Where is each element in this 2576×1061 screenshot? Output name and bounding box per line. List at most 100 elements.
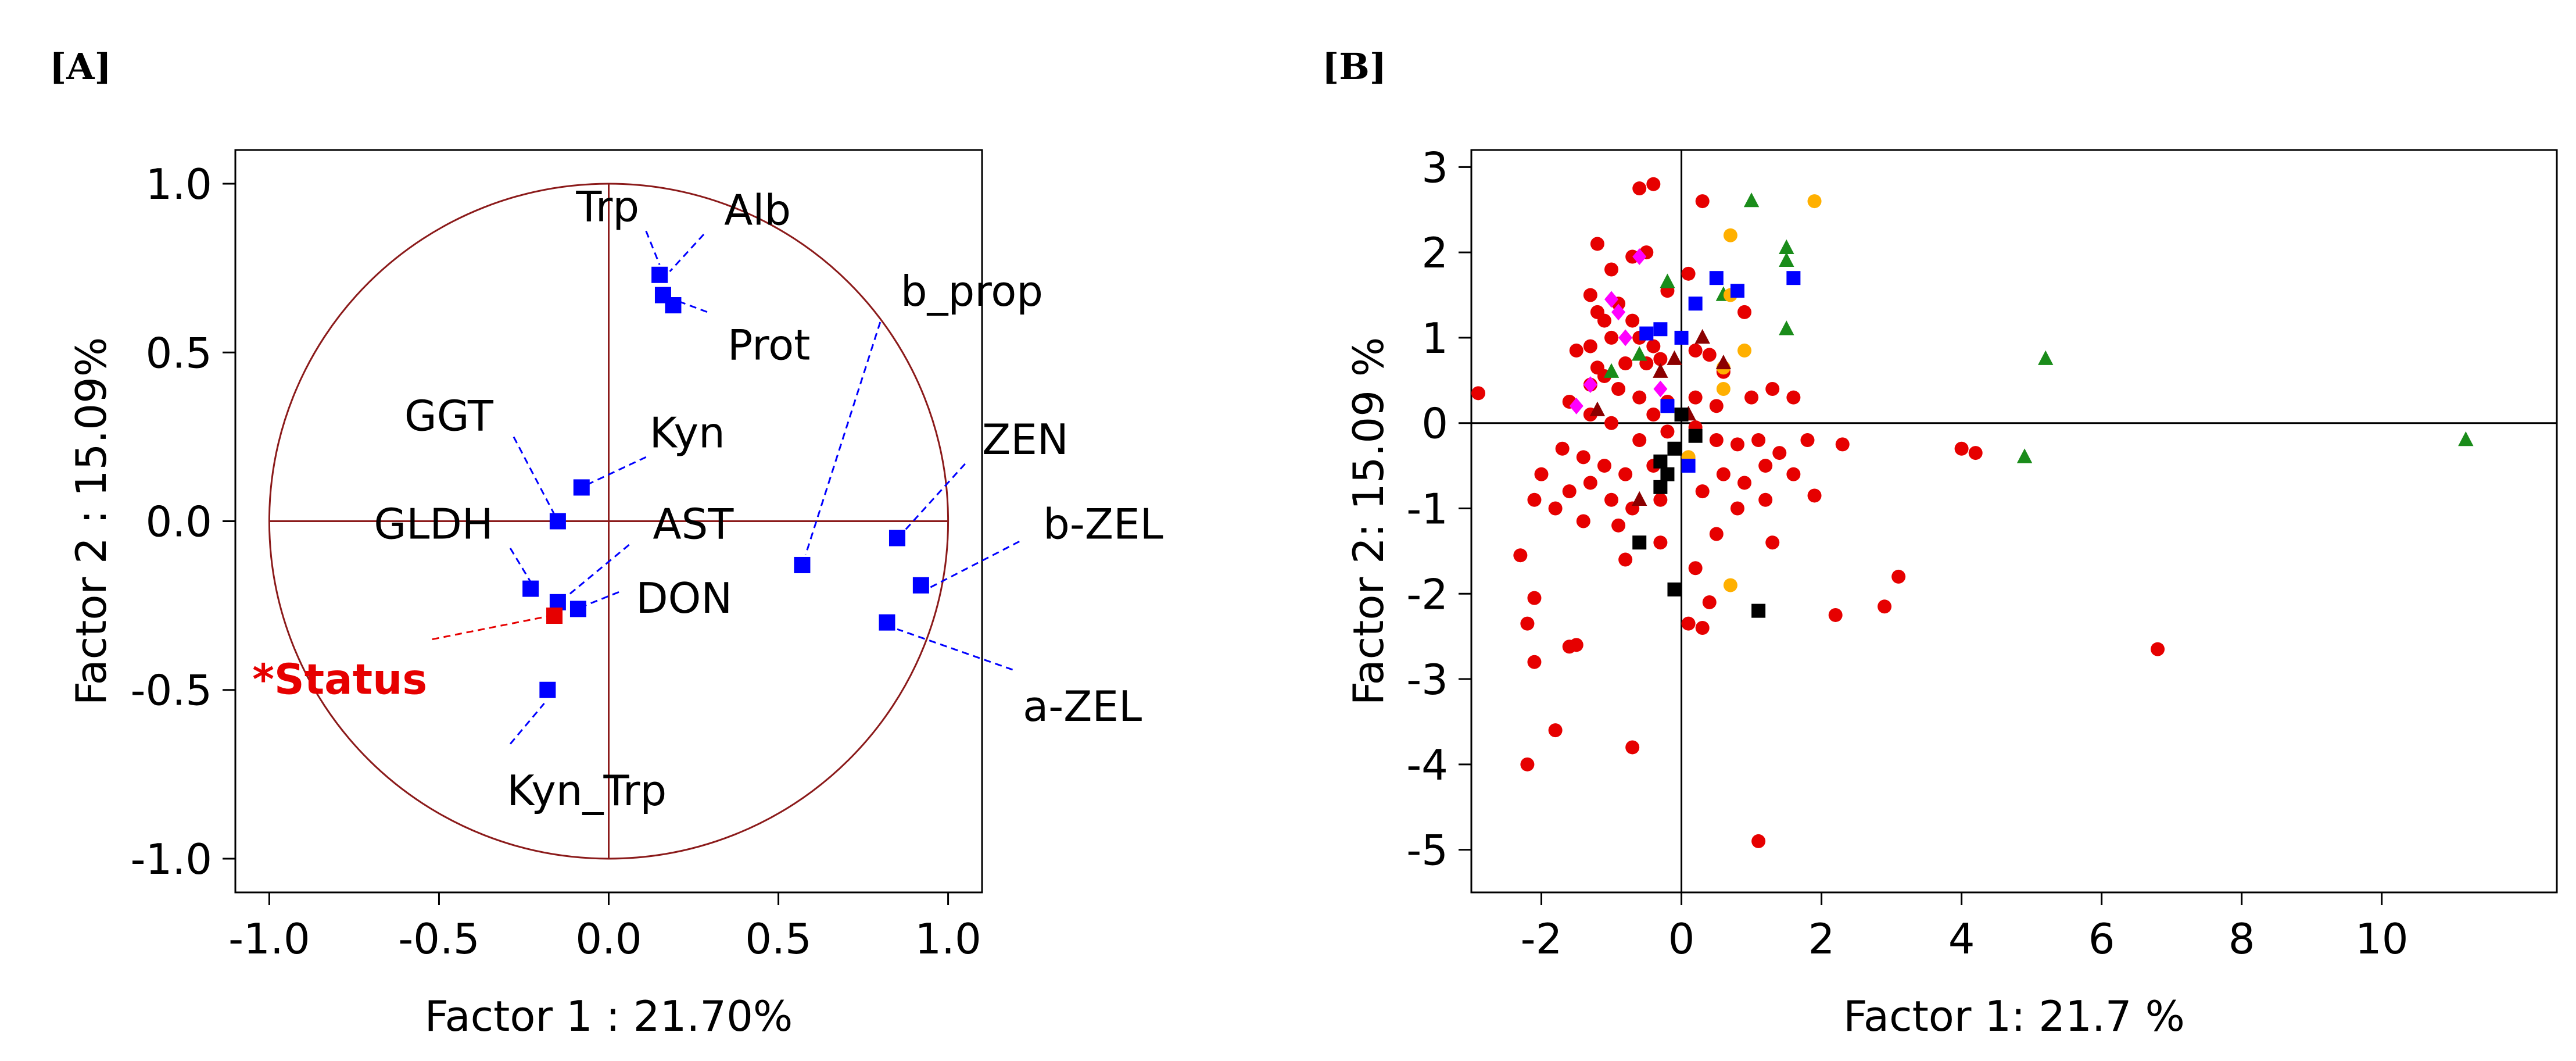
score-point	[1618, 467, 1633, 481]
x-tick-label: -2	[1521, 914, 1563, 963]
loading-label-kyn-trp: Kyn_Trp	[507, 766, 667, 815]
score-point	[1520, 757, 1535, 771]
loading-marker-zen	[888, 530, 905, 546]
score-point	[1702, 595, 1717, 609]
score-point	[1758, 492, 1773, 507]
score-point	[1786, 467, 1801, 481]
loading-marker-b-zel	[912, 577, 929, 594]
score-point	[2458, 431, 2474, 446]
loading-label-b-zel: b-ZEL	[1043, 499, 1163, 548]
y-tick-label: 0	[1421, 399, 1448, 448]
leader-line	[432, 615, 551, 641]
score-point	[1667, 350, 1682, 365]
score-point	[1758, 459, 1773, 473]
score-point	[1646, 177, 1661, 191]
leader-line	[679, 301, 708, 313]
score-point	[1632, 248, 1647, 265]
loading-marker-b-prop	[794, 556, 811, 573]
leader-line	[804, 321, 882, 556]
score-point	[1681, 459, 1696, 473]
loading-label-ast: AST	[653, 499, 734, 548]
score-point	[1513, 548, 1528, 563]
score-point	[1786, 390, 1801, 405]
loading-marker-a-zel	[879, 614, 895, 631]
leader-line	[587, 456, 647, 485]
y-tick-label: 2	[1421, 228, 1448, 277]
loading-marker-prot	[665, 297, 682, 314]
score-point	[1688, 390, 1703, 405]
score-point	[1527, 492, 1542, 507]
score-point	[1646, 339, 1661, 353]
panel-b-plot-frame	[1470, 149, 2558, 894]
score-point	[1597, 459, 1611, 473]
score-point	[1681, 616, 1696, 631]
score-point	[1716, 467, 1731, 481]
x-axis-label: Factor 1 : 21.70%	[425, 992, 793, 1041]
score-point	[1639, 326, 1654, 341]
score-point	[1737, 343, 1752, 358]
score-point	[1695, 484, 1710, 499]
leader-line	[509, 548, 532, 583]
score-point	[1681, 266, 1696, 281]
score-point	[1534, 467, 1549, 481]
score-point	[1576, 450, 1590, 465]
score-point	[1835, 437, 1850, 452]
score-point	[1660, 424, 1675, 439]
leader-line	[927, 540, 1020, 590]
score-point	[1694, 328, 1710, 344]
loading-label-prot: Prot	[728, 321, 810, 370]
score-point	[1709, 399, 1724, 413]
score-point	[1646, 408, 1661, 422]
score-point	[1743, 192, 1760, 208]
score-point	[1527, 655, 1542, 669]
score-point	[1527, 591, 1542, 605]
score-point	[1779, 252, 1794, 267]
y-tick-label: -4	[1406, 741, 1448, 790]
score-point	[1653, 492, 1668, 507]
score-point	[1688, 428, 1703, 443]
score-point	[1737, 305, 1752, 319]
y-tick-label: -1.0	[131, 835, 212, 884]
score-point	[1625, 740, 1640, 755]
score-point	[1604, 330, 1619, 345]
score-point	[1548, 501, 1563, 516]
score-point	[1653, 352, 1668, 366]
score-point	[1569, 397, 1583, 415]
x-tick-label: 8	[2229, 914, 2255, 963]
score-point	[1548, 723, 1563, 738]
score-point	[1674, 408, 1689, 422]
panel-b-label: [B]	[1322, 45, 1386, 88]
y-tick-label: -3	[1406, 655, 1448, 704]
score-point	[1611, 381, 1626, 396]
leader-line	[509, 702, 545, 745]
score-point	[1702, 348, 1717, 362]
loading-marker-gldh	[522, 580, 539, 597]
score-point	[1954, 441, 1969, 456]
leader-line	[903, 463, 966, 532]
score-point	[1618, 552, 1633, 567]
score-point	[1779, 239, 1794, 254]
score-point	[1772, 446, 1787, 460]
score-point	[1653, 380, 1668, 398]
score-point	[1604, 492, 1619, 507]
leader-line	[645, 230, 661, 265]
score-point	[1618, 356, 1633, 370]
score-point	[1604, 416, 1619, 430]
score-point	[1632, 346, 1647, 361]
x-tick-label: 2	[1808, 914, 1835, 963]
score-point	[1603, 363, 1620, 378]
loading-label-kyn: Kyn	[650, 409, 725, 458]
x-tick-label: 4	[1948, 914, 1975, 963]
score-point	[1800, 433, 1815, 448]
score-point	[1583, 288, 1597, 302]
score-point	[1779, 320, 1794, 335]
loading-label-gldh: GLDH	[374, 499, 493, 548]
score-point	[1688, 561, 1703, 576]
score-point	[1653, 480, 1668, 494]
loading-marker-kyn-trp	[539, 681, 556, 698]
y-axis-label: Factor 2: 15.09 %	[1344, 337, 1393, 706]
loading-marker-ggt	[549, 513, 566, 530]
score-point	[1715, 354, 1732, 370]
